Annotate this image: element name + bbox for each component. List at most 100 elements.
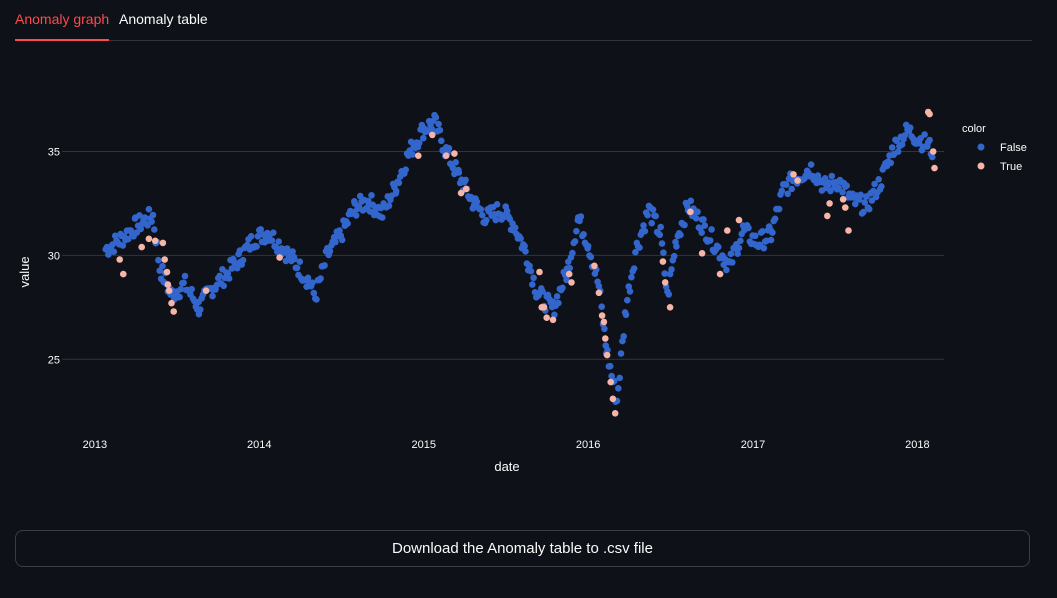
- y-tick-label: 35: [48, 147, 60, 159]
- point-false: [878, 183, 885, 190]
- point-false: [861, 199, 868, 206]
- point-false: [436, 126, 444, 134]
- x-tick-label: 2013: [83, 439, 107, 451]
- point-true: [611, 410, 619, 417]
- point-true: [457, 189, 465, 197]
- point-false: [309, 279, 316, 286]
- legend-false-marker[interactable]: [977, 143, 985, 151]
- legend-true-marker[interactable]: [977, 162, 985, 170]
- x-tick-label: 2016: [576, 439, 600, 451]
- point-false: [216, 272, 223, 280]
- x-tick-label: 2018: [905, 439, 929, 451]
- point-false: [395, 179, 403, 187]
- point-false: [253, 243, 260, 250]
- point-false: [767, 236, 775, 244]
- point-false: [584, 242, 592, 250]
- point-true: [164, 281, 172, 288]
- point-false: [661, 270, 668, 277]
- y-tick-label: 25: [48, 354, 60, 366]
- point-false: [636, 244, 643, 251]
- point-false: [455, 169, 463, 176]
- point-false: [624, 296, 631, 304]
- point-false: [737, 237, 744, 245]
- point-false: [906, 124, 914, 131]
- point-false: [835, 184, 842, 191]
- point-false: [843, 182, 850, 189]
- point-true: [929, 148, 937, 155]
- point-false: [759, 228, 766, 235]
- point-true: [666, 304, 674, 311]
- point-false: [136, 212, 143, 219]
- point-false: [569, 249, 576, 257]
- point-false: [110, 248, 118, 255]
- point-false: [282, 257, 290, 265]
- point-false: [352, 212, 360, 219]
- point-false: [658, 240, 666, 247]
- point-true: [931, 164, 938, 172]
- point-false: [149, 211, 157, 219]
- point-false: [687, 197, 695, 205]
- point-false: [788, 185, 795, 193]
- x-tick-label: 2014: [247, 439, 271, 451]
- point-true: [161, 256, 168, 263]
- point-false: [821, 175, 829, 182]
- point-false: [784, 190, 791, 198]
- point-true: [698, 250, 706, 257]
- point-false: [551, 311, 558, 319]
- point-false: [617, 350, 625, 357]
- point-true: [429, 131, 436, 139]
- point-true: [794, 177, 801, 184]
- point-true: [163, 268, 171, 276]
- point-false: [701, 222, 709, 229]
- point-false: [462, 176, 469, 184]
- point-false: [729, 259, 736, 266]
- point-false: [293, 264, 301, 272]
- point-true: [842, 204, 849, 211]
- point-false: [254, 233, 262, 240]
- point-true: [451, 150, 458, 157]
- point-false: [657, 223, 664, 231]
- point-true: [687, 208, 694, 216]
- tab-anomaly-table[interactable]: Anomaly table: [119, 11, 208, 27]
- point-false: [511, 224, 519, 231]
- point-false: [606, 362, 614, 370]
- legend-true-label[interactable]: True: [1000, 161, 1022, 173]
- point-false: [775, 205, 783, 213]
- point-false: [708, 226, 715, 233]
- point-false: [452, 159, 460, 166]
- point-false: [604, 346, 611, 354]
- y-axis-ticks: 25 30 35: [48, 147, 60, 367]
- point-false: [197, 306, 204, 313]
- point-false: [321, 262, 328, 269]
- point-false: [473, 198, 481, 206]
- point-true: [170, 308, 177, 315]
- point-true: [151, 237, 159, 245]
- point-false: [445, 144, 453, 152]
- point-false: [649, 206, 657, 213]
- point-false: [392, 187, 400, 195]
- point-false: [503, 207, 511, 215]
- point-false: [553, 293, 561, 300]
- point-false: [209, 292, 216, 300]
- point-true: [839, 196, 847, 203]
- download-csv-button[interactable]: Download the Anomaly table to .csv file: [15, 530, 1030, 567]
- point-false: [344, 220, 351, 227]
- point-false: [573, 227, 580, 235]
- point-true: [202, 287, 210, 294]
- legend-title: color: [962, 123, 986, 135]
- point-false: [769, 229, 776, 236]
- point-false: [626, 288, 634, 295]
- point-true: [845, 227, 852, 234]
- point-false: [752, 232, 759, 240]
- point-true: [602, 335, 609, 342]
- point-false: [483, 217, 490, 224]
- tab-anomaly-graph[interactable]: Anomaly graph: [15, 11, 110, 41]
- point-false: [402, 166, 410, 173]
- point-false: [694, 208, 701, 216]
- point-false: [313, 296, 320, 303]
- point-false: [783, 181, 790, 188]
- point-false: [438, 137, 445, 145]
- point-true: [591, 262, 598, 270]
- legend-false-label[interactable]: False: [1000, 142, 1027, 154]
- x-tick-label: 2017: [741, 439, 765, 451]
